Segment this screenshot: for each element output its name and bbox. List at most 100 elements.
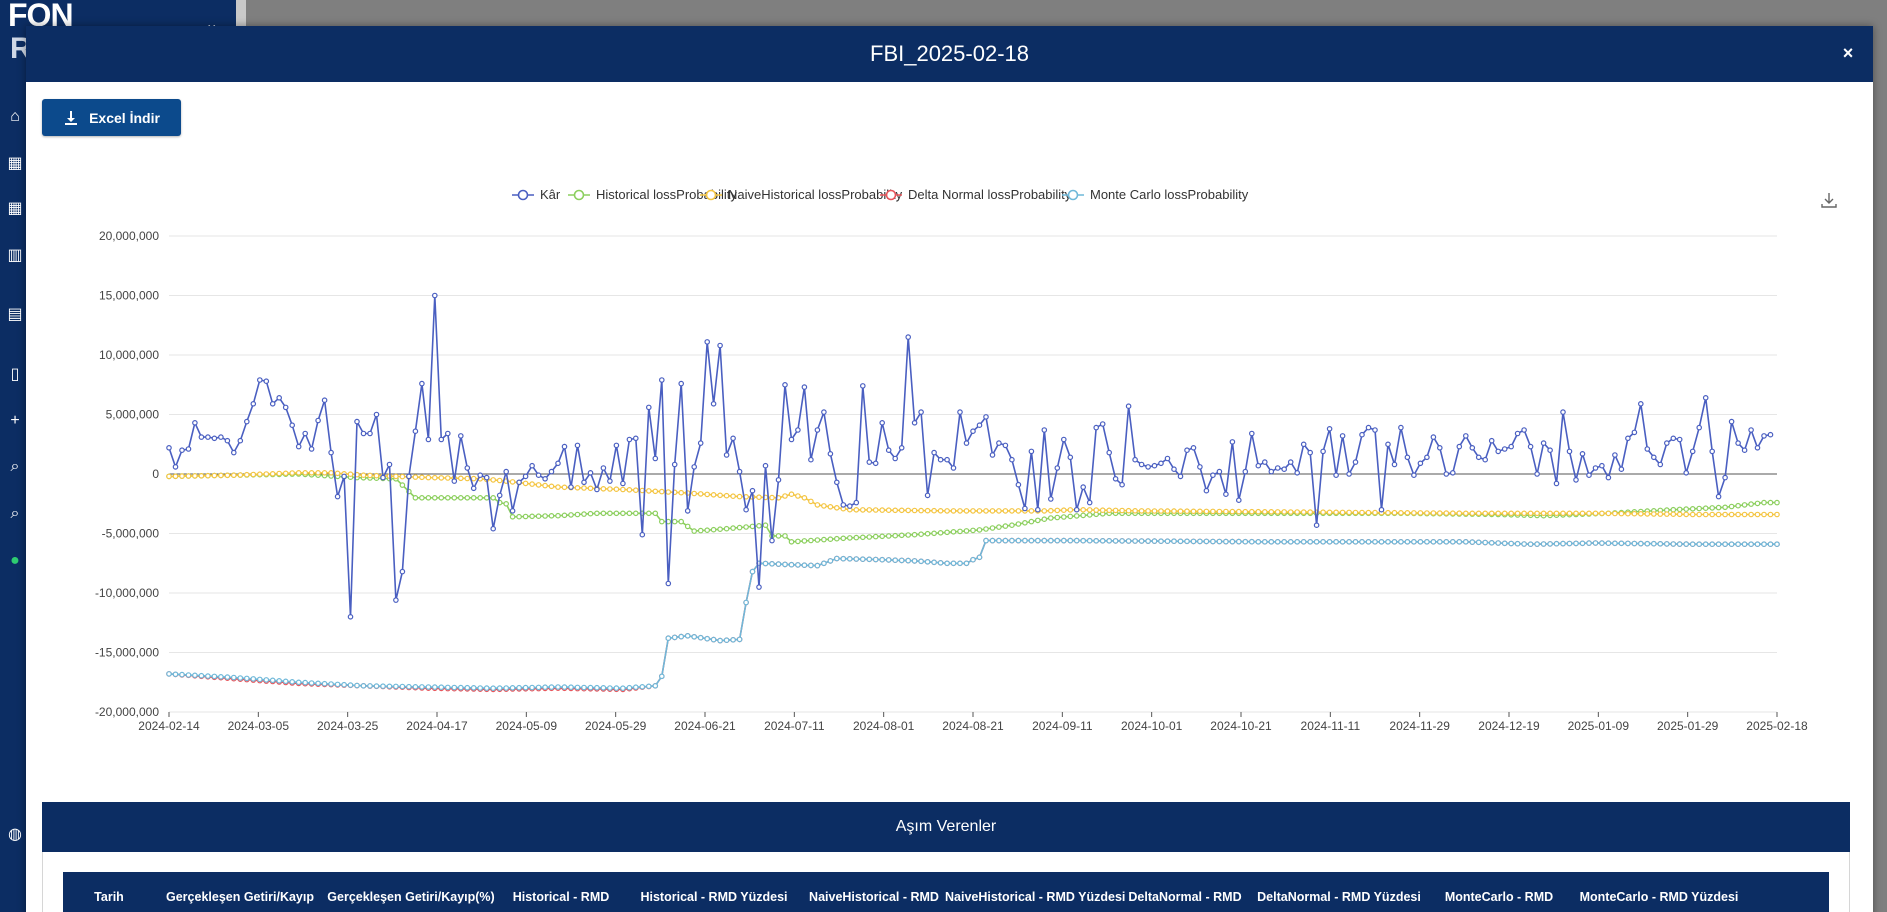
series-point <box>1702 395 1709 401</box>
file-icon[interactable]: ▯ <box>10 366 20 383</box>
series-point <box>1534 541 1540 547</box>
series-point <box>1365 538 1372 545</box>
series-point <box>1741 511 1748 518</box>
table-header-cell[interactable]: NaiveHistorical - RMD Yüzdesi <box>945 890 1126 904</box>
series-point <box>678 633 685 640</box>
x-tick-label: 2024-11-11 <box>1301 719 1361 733</box>
series-point <box>1229 508 1236 515</box>
series-point <box>470 494 477 501</box>
table-header-cell[interactable]: Historical - RMD Yüzdesi <box>640 890 788 904</box>
series-point <box>263 378 270 385</box>
series-point <box>756 494 762 501</box>
series-point <box>931 559 937 566</box>
series-point <box>1268 538 1275 545</box>
table-header-cell[interactable]: NaiveHistorical - RMD <box>809 890 939 904</box>
series-point <box>367 683 373 689</box>
series-point <box>594 684 600 691</box>
series-point <box>937 456 944 463</box>
table-header-cell[interactable]: MonteCarlo - RMD Yüzdesi <box>1579 890 1739 904</box>
table-header-cell[interactable]: DeltaNormal - RMD Yüzdesi <box>1257 890 1421 904</box>
series-point <box>1560 540 1566 547</box>
map-icon[interactable]: ▥ <box>7 247 23 264</box>
series-point <box>678 489 685 496</box>
series-point <box>406 683 412 690</box>
series-point <box>211 472 218 479</box>
search-icon[interactable]: ⌕ <box>10 505 20 522</box>
table-header-cell[interactable]: DeltaNormal - RMD <box>1128 890 1242 904</box>
series-point <box>464 465 471 471</box>
series-point <box>1514 510 1521 517</box>
series-point <box>885 507 892 514</box>
series-point <box>503 468 510 475</box>
y-tick-label: 15,000,000 <box>99 289 159 303</box>
series-point <box>1527 541 1534 548</box>
x-tick-label: 2024-09-11 <box>1032 719 1093 733</box>
series-point <box>1521 427 1527 433</box>
close-icon[interactable]: × <box>1842 43 1854 63</box>
plus-icon[interactable]: + <box>10 412 20 429</box>
series-point <box>892 532 899 539</box>
series-point <box>412 428 419 435</box>
series-point <box>431 474 438 481</box>
series-point <box>542 513 548 519</box>
series-point <box>1132 538 1138 544</box>
series-point <box>289 678 296 685</box>
series-point <box>1125 507 1132 514</box>
series-point <box>166 473 172 480</box>
table-header-cell[interactable]: MonteCarlo - RMD <box>1444 890 1554 904</box>
legend-item[interactable]: Monte Carlo lossProbability <box>1090 187 1249 202</box>
legend-item[interactable]: Historical lossProbability <box>596 187 737 202</box>
series-point <box>1041 537 1048 544</box>
series-point <box>1592 540 1599 546</box>
chart-download-icon[interactable] <box>1819 190 1839 210</box>
series-point <box>464 475 471 482</box>
series-point <box>231 472 237 479</box>
series-point <box>1670 435 1677 442</box>
series-point <box>1262 508 1268 515</box>
series-point <box>944 508 950 514</box>
series-point <box>1404 538 1411 545</box>
series-point <box>425 494 432 501</box>
series-point <box>1274 509 1281 515</box>
table-header-cell[interactable]: Gerçekleşen Getiri/Kayıp(%) <box>327 890 495 904</box>
series-point <box>269 470 276 477</box>
series-point <box>626 684 633 691</box>
table-header-cell[interactable]: Historical - RMD <box>512 890 610 904</box>
series-point <box>859 534 866 541</box>
series-point <box>931 530 937 537</box>
table-header-cell[interactable]: Gerçekleşen Getiri/Kayıp <box>166 890 314 904</box>
globe-icon[interactable]: ◍ <box>8 826 22 843</box>
series-point <box>833 555 840 562</box>
legend-item[interactable]: Kâr <box>540 187 561 202</box>
series-point <box>1287 459 1294 465</box>
table-icon[interactable]: ▦ <box>7 155 23 172</box>
series-point <box>211 435 218 442</box>
table-header-cell[interactable]: Tarih <box>94 890 124 904</box>
home-icon[interactable]: ⌂ <box>10 108 20 125</box>
legend-item[interactable]: Delta Normal lossProbability <box>908 187 1072 202</box>
series-point <box>1443 471 1450 477</box>
series-point <box>736 636 743 643</box>
excel-download-button[interactable]: Excel İndir <box>42 99 181 136</box>
series-point <box>1761 499 1767 506</box>
series-point <box>1223 538 1229 545</box>
series-point <box>1339 433 1346 439</box>
series-point <box>1385 441 1391 448</box>
series-point <box>1450 538 1456 545</box>
search-icon[interactable]: ⌕ <box>10 458 20 475</box>
series-point <box>483 685 490 691</box>
series-point <box>782 561 788 568</box>
legend-swatch-marker <box>1067 189 1079 201</box>
series-point <box>821 409 827 415</box>
series-point <box>840 535 847 542</box>
series-point <box>483 474 490 481</box>
legend-item[interactable]: NaiveHistorical lossProbability <box>728 187 903 202</box>
series-point <box>1540 541 1547 547</box>
series-point <box>477 494 484 501</box>
document-icon[interactable]: ▤ <box>7 306 23 323</box>
y-tick-label: -20,000,000 <box>95 705 159 719</box>
x-tick-label: 2024-02-14 <box>138 719 200 733</box>
series-point <box>1242 468 1249 475</box>
series-point <box>192 672 198 679</box>
table-icon[interactable]: ▦ <box>7 200 23 217</box>
